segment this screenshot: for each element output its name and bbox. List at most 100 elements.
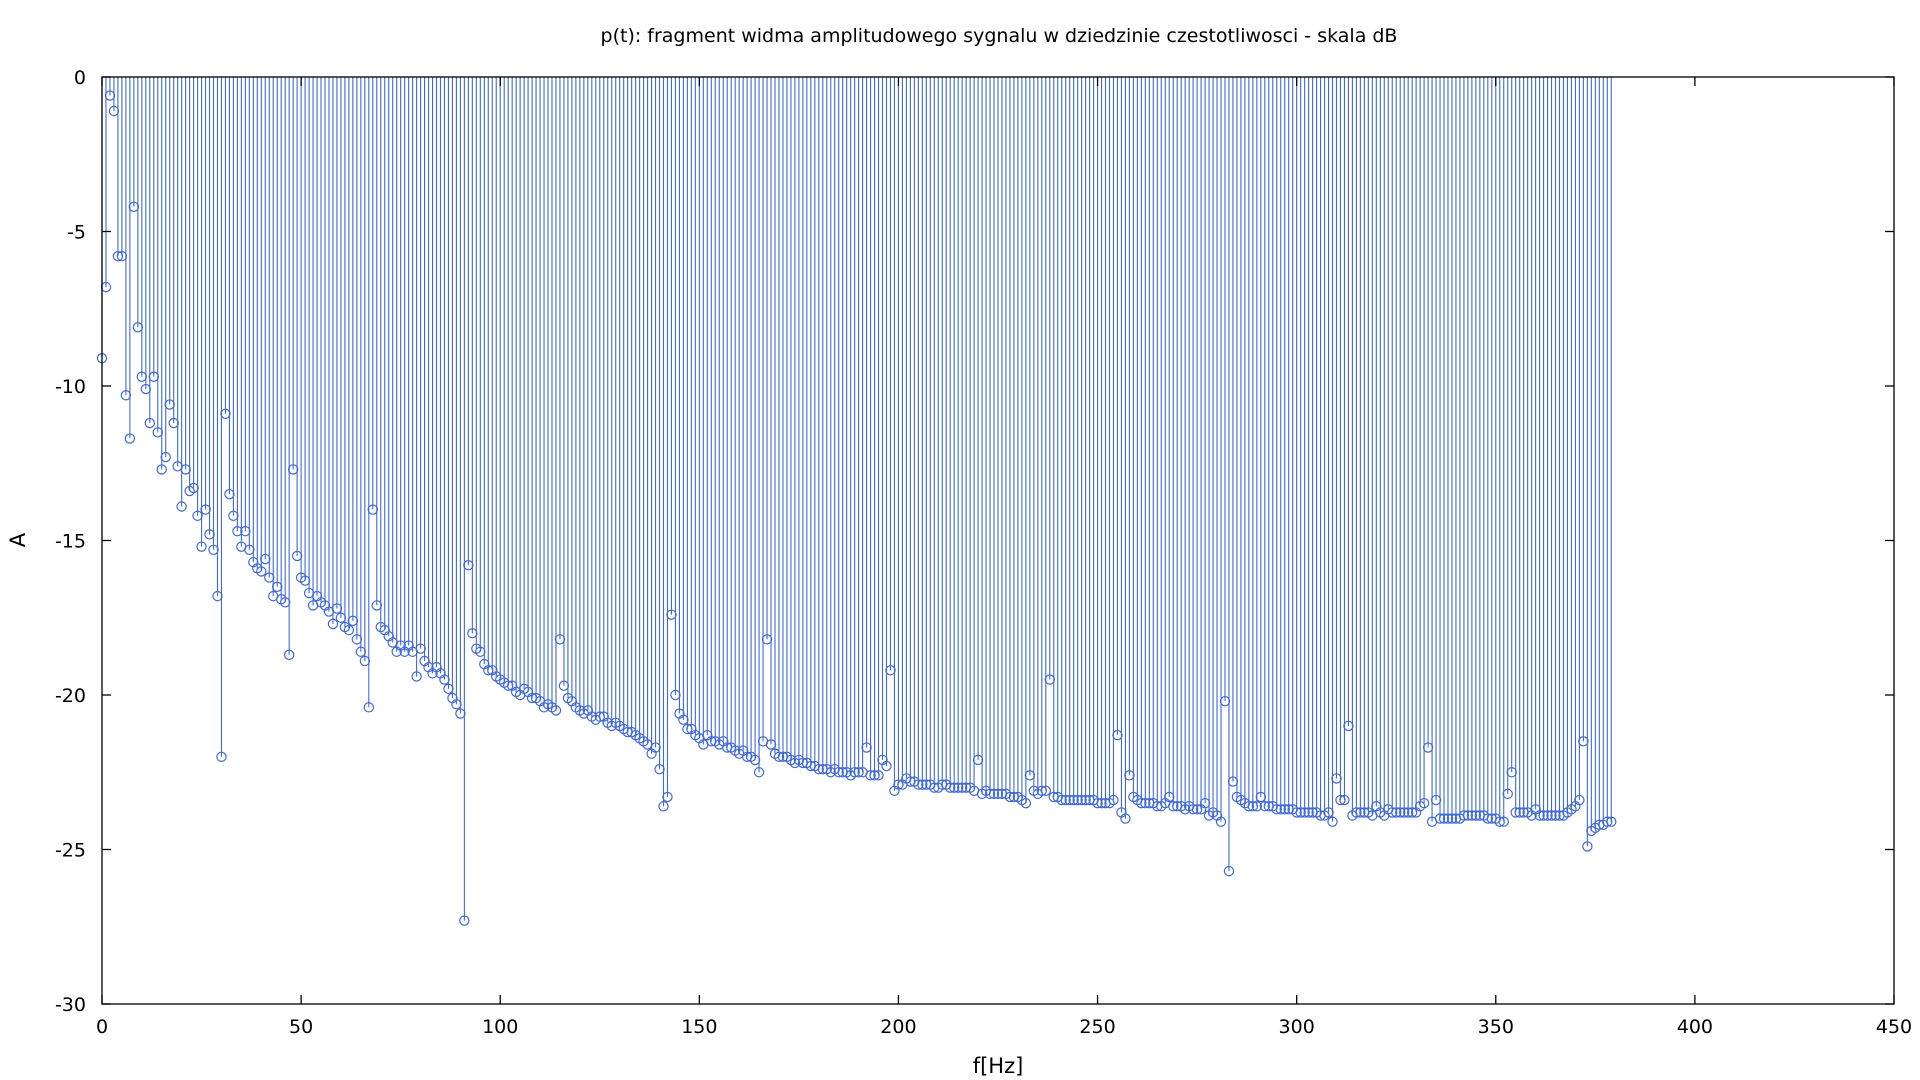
x-tick-label: 450	[1876, 1016, 1912, 1038]
stem-marker	[196, 541, 207, 552]
stem-marker	[260, 553, 271, 565]
stem-marker	[124, 433, 136, 444]
stem-marker	[1339, 794, 1350, 806]
stem-marker	[244, 544, 255, 555]
stem-marker	[1482, 813, 1494, 824]
stem-marker	[1120, 813, 1131, 824]
stem-marker	[1494, 816, 1505, 827]
stem-marker	[347, 615, 359, 627]
y-tick-label: 0	[74, 67, 86, 89]
stem-marker	[885, 665, 896, 676]
stem-marker	[1510, 807, 1521, 818]
stem-marker	[1056, 794, 1067, 806]
stem-marker	[956, 782, 968, 793]
stem-marker	[152, 427, 163, 438]
stem-marker	[1502, 788, 1513, 800]
stem-marker	[1199, 797, 1211, 809]
stem-marker	[228, 510, 239, 521]
stem-marker	[1391, 807, 1402, 818]
stem-marker	[108, 105, 120, 117]
stem-marker	[1279, 804, 1290, 815]
stem-marker	[1550, 810, 1561, 821]
stem-marker	[1299, 807, 1310, 818]
y-tick-label: -15	[55, 531, 86, 553]
stem-marker	[1040, 785, 1051, 796]
stem-marker	[1112, 729, 1123, 741]
stem-marker	[1076, 794, 1087, 806]
stem-marker	[670, 689, 681, 701]
stem-marker	[371, 600, 382, 611]
stem-marker	[272, 581, 283, 593]
stem-marker	[455, 708, 466, 719]
stem-marker	[1223, 865, 1235, 877]
stem-marker	[1546, 810, 1557, 821]
stem-marker	[351, 634, 363, 645]
stem-marker	[813, 763, 825, 775]
y-tick-label: -25	[55, 840, 86, 862]
stem-marker	[1422, 742, 1434, 753]
stem-marker	[1036, 785, 1048, 796]
stem-marker	[200, 504, 211, 515]
stem-marker	[1398, 807, 1410, 818]
stem-marker	[116, 251, 128, 262]
stem-marker	[359, 655, 371, 667]
stem-marker	[1458, 810, 1470, 821]
stem-marker	[1538, 810, 1549, 821]
stem-marker	[1430, 794, 1442, 806]
stem-marker	[1442, 813, 1454, 824]
stem-marker	[1578, 736, 1589, 747]
stem-marker	[1466, 810, 1478, 821]
stem-marker	[1446, 813, 1458, 824]
stem-marker	[1068, 794, 1079, 806]
stem-marker	[1219, 695, 1231, 707]
y-axis-title: A	[6, 532, 30, 547]
stem-marker	[1462, 810, 1474, 821]
stem-marker	[355, 646, 367, 657]
stem-marker	[1606, 816, 1617, 827]
stem-marker	[148, 371, 159, 382]
stem-marker	[682, 723, 693, 735]
stem-marker	[1514, 807, 1525, 818]
stem-marker	[144, 417, 155, 429]
stem-marker	[1271, 804, 1282, 815]
y-tick-label: -5	[67, 222, 86, 244]
stem-marker	[343, 624, 355, 636]
stem-marker	[1335, 794, 1346, 806]
stem-marker	[1331, 773, 1342, 784]
stem-marker	[232, 526, 243, 537]
stem-marker	[256, 566, 267, 577]
x-tick-label: 0	[96, 1016, 108, 1038]
stem-marker	[439, 674, 450, 685]
stem-marker	[156, 464, 167, 475]
stem-marker	[208, 544, 219, 555]
y-tick-label: -10	[55, 376, 86, 398]
stem-marker	[1355, 807, 1366, 818]
stem-marker	[654, 763, 665, 775]
stem-marker	[112, 251, 124, 262]
stem-marker	[279, 597, 291, 608]
stem-marker	[952, 782, 964, 793]
stem-marker	[451, 699, 462, 710]
stem-marker	[1108, 794, 1119, 806]
stem-marker	[992, 788, 1004, 800]
stem-marker	[833, 767, 844, 778]
y-axis-ticks: 0 -5 -10 -15 -20 -25 -30	[55, 67, 1894, 1016]
stem-marker	[972, 754, 984, 766]
stem-marker	[192, 510, 203, 521]
x-tick-label: 150	[681, 1016, 717, 1038]
stem-marker	[666, 609, 677, 620]
stem-marker	[678, 714, 689, 725]
stem-marker	[1542, 810, 1553, 821]
stem-marker	[132, 322, 144, 333]
stem-marker	[216, 751, 227, 763]
stem-marker	[1092, 797, 1103, 809]
stem-marker	[283, 649, 295, 661]
x-tick-label: 50	[289, 1016, 313, 1038]
stem-marker	[415, 643, 426, 654]
stem-marker	[1080, 794, 1091, 806]
stem-marker	[988, 788, 1000, 800]
stem-marker	[765, 739, 777, 750]
stem-marker	[1187, 804, 1199, 815]
stem-marker	[331, 603, 343, 614]
